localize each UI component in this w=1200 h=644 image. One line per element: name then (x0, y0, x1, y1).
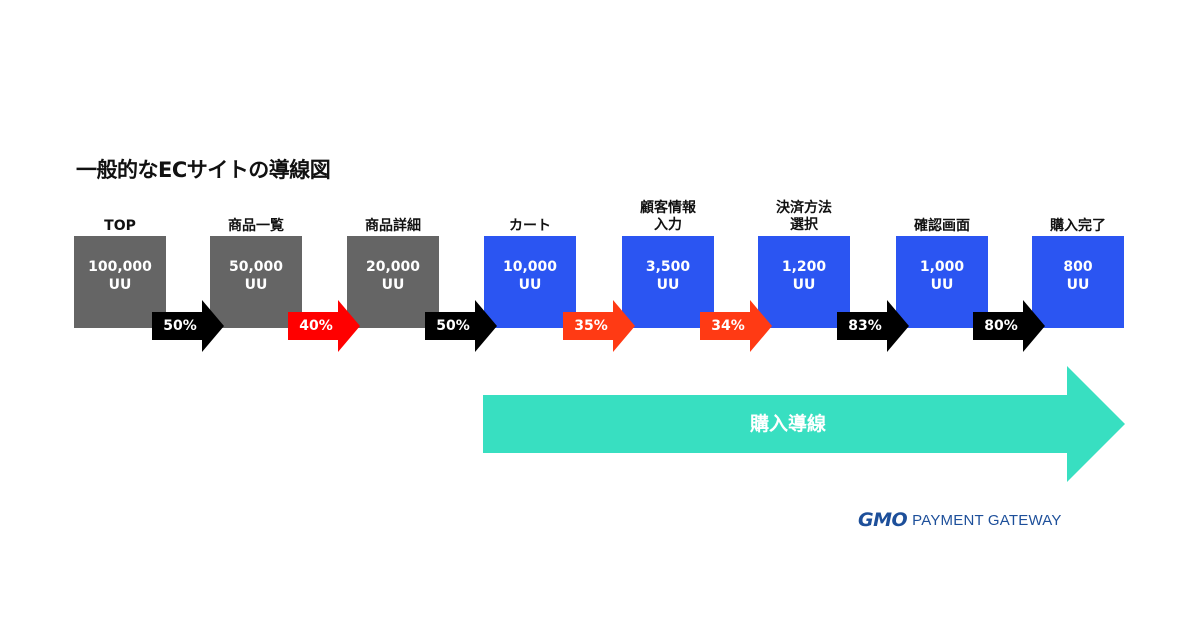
stage-value: 800 (1063, 259, 1093, 275)
stage-box-product-detail: 20,000 UU (347, 236, 439, 328)
stage-label-confirm: 確認画面 (914, 218, 970, 234)
stage-box-payment-method: 1,200 UU (758, 236, 850, 328)
stage-label-product-list: 商品一覧 (228, 218, 284, 234)
stage-box-top: 100,000 UU (74, 236, 166, 328)
stage-box-confirm: 1,000 UU (896, 236, 988, 328)
stage-label-customer-info: 顧客情報 入力 (640, 200, 696, 233)
stage-box-cart: 10,000 UU (484, 236, 576, 328)
conversion-arrow-1: 50% (152, 300, 224, 352)
stage-label-payment-method: 決済方法 選択 (776, 200, 832, 233)
conversion-rate: 34% (711, 318, 745, 334)
stage-value: 1,200 (781, 259, 827, 275)
stage-unit: UU (930, 277, 954, 293)
conversion-arrow-2: 40% (288, 300, 360, 352)
diagram-title: 一般的なECサイトの導線図 (76, 158, 331, 182)
conversion-rate: 50% (163, 318, 197, 334)
purchase-flow-label: 購入導線 (749, 413, 826, 435)
stage-unit: UU (381, 277, 405, 293)
stage-label-cart: カート (509, 218, 551, 234)
stage-box-complete: 800 UU (1032, 236, 1124, 328)
stage-box-customer-info: 3,500 UU (622, 236, 714, 328)
stage-unit: UU (792, 277, 816, 293)
stage-value: 10,000 (502, 259, 558, 275)
stage-value: 20,000 (365, 259, 421, 275)
stage-unit: UU (518, 277, 542, 293)
conversion-rate: 80% (984, 318, 1018, 334)
conversion-rate: 83% (848, 318, 882, 334)
stage-unit: UU (244, 277, 268, 293)
conversion-rate: 35% (574, 318, 608, 334)
arrow-right-icon (425, 300, 497, 352)
arrow-right-icon (700, 300, 772, 352)
stage-value: 1,000 (919, 259, 965, 275)
stage-box-product-list: 50,000 UU (210, 236, 302, 328)
big-arrow-right-icon (483, 366, 1125, 482)
arrow-right-icon (973, 300, 1045, 352)
logo-brand: GMO (858, 509, 908, 531)
stage-label-complete: 購入完了 (1050, 218, 1106, 234)
arrow-right-icon (152, 300, 224, 352)
conversion-arrow-3: 50% (425, 300, 497, 352)
conversion-arrow-6: 83% (837, 300, 909, 352)
arrow-right-icon (563, 300, 635, 352)
stage-value: 100,000 (88, 259, 152, 275)
stage-unit: UU (1066, 277, 1090, 293)
stage-unit: UU (108, 277, 132, 293)
conversion-arrow-7: 80% (973, 300, 1045, 352)
stage-label-top: TOP (104, 218, 136, 234)
conversion-rate: 50% (436, 318, 470, 334)
stage-value: 3,500 (645, 259, 691, 275)
arrow-right-icon (288, 300, 360, 352)
conversion-arrow-4: 35% (563, 300, 635, 352)
conversion-arrow-5: 34% (700, 300, 772, 352)
conversion-rate: 40% (299, 318, 333, 334)
stage-unit: UU (656, 277, 680, 293)
stage-value: 50,000 (228, 259, 284, 275)
stage-label-product-detail: 商品詳細 (365, 218, 421, 234)
logo-text: PAYMENT GATEWAY (912, 511, 1062, 529)
purchase-flow-arrow: 購入導線 (483, 366, 1125, 482)
gmo-payment-gateway-logo: GMO PAYMENT GATEWAY (858, 508, 1062, 532)
arrow-right-icon (837, 300, 909, 352)
